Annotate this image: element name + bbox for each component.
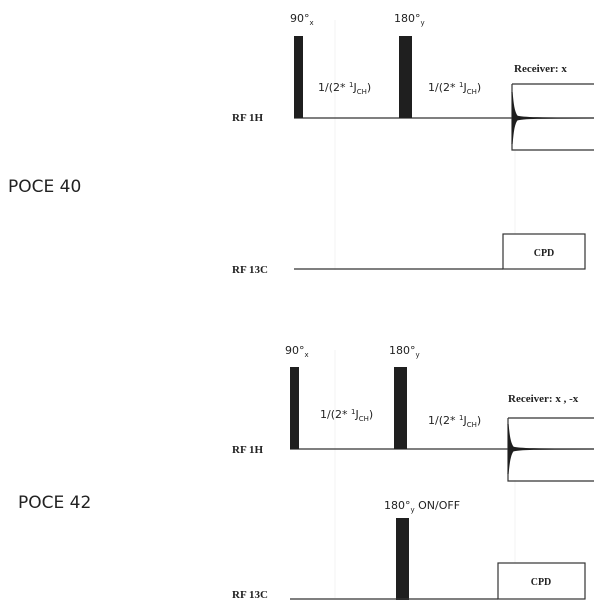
pulse-180 [394, 367, 407, 449]
h-channel: RF 1H 90°x 180°y 1/(2* 1JCH) 1/(2* 1JCH)… [232, 344, 594, 482]
pulse-180 [399, 36, 412, 118]
receiver-label: Receiver: x [514, 63, 567, 75]
cpd-label: CPD [534, 248, 555, 259]
pulse-90-label: 90°x [290, 12, 314, 27]
fid-signal [511, 91, 594, 145]
c-channel: 180°y ON/OFF RF 13C CPD [232, 499, 586, 600]
channel-label: RF 1H [232, 444, 264, 456]
cpd-box [497, 562, 586, 600]
channel-label: RF 1H [232, 112, 264, 124]
pulse-90-label: 90°x [285, 344, 309, 359]
sequence-title: POCE 42 [18, 493, 91, 513]
pulse-180-label: 180°y [394, 12, 425, 27]
delay-label: 1/(2* 1JCH) [320, 408, 373, 423]
channel-label: RF 13C [232, 264, 268, 276]
pulse-180-onoff-label: 180°y ON/OFF [384, 499, 460, 514]
cpd-box [502, 233, 586, 270]
sequence-poce-40: POCE 40 RF 1H 90°x 180°y 1/(2* 1JCH) 1/(… [8, 12, 594, 276]
pulse-180-c [396, 518, 409, 600]
sequence-poce-42: POCE 42 RF 1H 90°x 180°y 1/(2* 1JCH) 1/(… [18, 344, 594, 600]
delay-label: 1/(2* 1JCH) [318, 81, 371, 96]
cpd-label: CPD [531, 577, 552, 588]
receiver-label: Receiver: x , -x [508, 393, 579, 405]
c-channel: RF 13C CPD [232, 233, 586, 276]
delay-label: 1/(2* 1JCH) [428, 414, 481, 429]
pulse-90 [290, 367, 299, 449]
channel-label: RF 13C [232, 589, 268, 600]
delay-label: 1/(2* 1JCH) [428, 81, 481, 96]
h-channel: RF 1H 90°x 180°y 1/(2* 1JCH) 1/(2* 1JCH)… [232, 12, 594, 151]
fid-signal [507, 423, 594, 475]
pulse-90 [294, 36, 303, 118]
sequence-title: POCE 40 [8, 177, 81, 197]
pulse-180-label: 180°y [389, 344, 420, 359]
